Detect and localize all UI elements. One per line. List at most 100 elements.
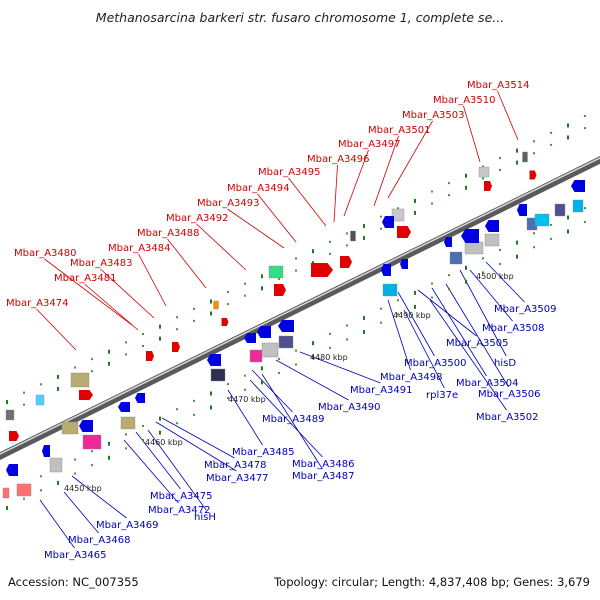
scale-tick: [380, 227, 382, 230]
gene-label-forward[interactable]: Mbar_A3501: [368, 125, 431, 136]
gene-label-forward[interactable]: Mbar_A3497: [338, 139, 401, 150]
gene-label-reverse[interactable]: Mbar_A3487: [292, 471, 355, 482]
scale-tick: [380, 321, 382, 324]
scale-tick: [465, 265, 467, 270]
scale-tick: [346, 324, 348, 327]
scale-tick: [448, 194, 450, 197]
gene-label-reverse[interactable]: Mbar_A3509: [494, 304, 557, 315]
scale-tick: [227, 383, 229, 386]
gene-label-forward[interactable]: Mbar_A3481: [54, 273, 117, 284]
gene-label-reverse[interactable]: Mbar_A3478: [204, 460, 267, 471]
gene-label-reverse[interactable]: Mbar_A3477: [206, 473, 269, 484]
gene-label-forward[interactable]: Mbar_A3514: [467, 80, 530, 91]
scale-tick: [380, 215, 382, 218]
scale-tick: [550, 237, 552, 240]
scale-tick: [176, 422, 178, 425]
gene-label-reverse[interactable]: Mbar_A3468: [68, 535, 131, 546]
scale-tick: [516, 148, 518, 153]
gene-arrow: [207, 354, 221, 366]
gene-label-reverse[interactable]: Mbar_A3508: [482, 323, 545, 334]
scale-tick: [210, 405, 212, 410]
gene-label-reverse[interactable]: Mbar_A3469: [96, 520, 159, 531]
scale-tick: [363, 236, 365, 241]
leader-line: [275, 359, 349, 401]
leader-line: [403, 309, 445, 389]
gene-arrow: [172, 342, 180, 352]
gene-box: [534, 213, 550, 227]
gene-label-forward[interactable]: Mbar_A3493: [197, 198, 260, 209]
gene-box: [16, 483, 32, 497]
scale-tick: [74, 458, 76, 461]
gene-label-forward[interactable]: Mbar_A3494: [227, 183, 290, 194]
scale-tick: [397, 207, 399, 210]
gene-box: [268, 265, 284, 279]
gene-label-forward[interactable]: Mbar_A3503: [402, 110, 465, 121]
gene-label-reverse[interactable]: Mbar_A3472: [148, 505, 211, 516]
gene-label-forward[interactable]: Mbar_A3492: [166, 213, 229, 224]
leader-line: [227, 208, 285, 249]
scale-tick: [244, 282, 246, 285]
gene-label-reverse[interactable]: Mbar_A3500: [404, 358, 467, 369]
scale-tick: [125, 447, 127, 450]
gene-label-reverse[interactable]: Mbar_A3490: [318, 402, 381, 413]
gene-label-forward[interactable]: Mbar_A3484: [108, 243, 171, 254]
scale-tick: [516, 160, 518, 165]
gene-arrow: [382, 216, 394, 228]
leader-line: [84, 283, 139, 331]
gene-label-forward[interactable]: Mbar_A3510: [433, 95, 496, 106]
scale-tick: [6, 506, 8, 511]
scale-tick: [363, 316, 365, 321]
scale-tick: [40, 475, 42, 478]
gene-label-forward[interactable]: Mbar_A3496: [307, 154, 370, 165]
gene-label-reverse[interactable]: Mbar_A3506: [478, 389, 541, 400]
gene-label-reverse[interactable]: rpl37e: [426, 390, 458, 401]
gene-label-forward[interactable]: Mbar_A3483: [70, 258, 133, 269]
gene-box: [70, 372, 90, 388]
gene-label-forward[interactable]: Mbar_A3488: [137, 228, 200, 239]
scale-tick: [91, 450, 93, 453]
leader-line: [71, 475, 127, 519]
leader-line: [36, 308, 77, 351]
gene-box: [572, 199, 584, 213]
leader-line: [39, 499, 75, 549]
gene-label-reverse[interactable]: Mbar_A3498: [380, 372, 443, 383]
gene-label-forward[interactable]: Mbar_A3495: [258, 167, 321, 178]
gene-label-forward[interactable]: Mbar_A3480: [14, 248, 77, 259]
scale-tick: [499, 156, 501, 159]
leader-line: [251, 369, 293, 413]
gene-arrow: [9, 431, 19, 441]
gene-box: [391, 208, 405, 222]
gene-label-forward[interactable]: Mbar_A3474: [6, 298, 69, 309]
scale-tick: [431, 296, 433, 299]
gene-arrow: [221, 318, 229, 326]
gene-label-reverse[interactable]: Mbar_A3489: [262, 414, 325, 425]
scale-tick: [278, 277, 280, 280]
leader-line: [445, 283, 509, 388]
scale-tick: [91, 358, 93, 361]
gene-labels: Mbar_A3474 Mbar_A3480 Mbar_A3481 Mbar_A3483…: [6, 80, 557, 561]
gene-label-reverse[interactable]: Mbar_A3465: [44, 550, 107, 561]
scale-tick: [414, 210, 416, 215]
scale-tick: [244, 374, 246, 377]
gene-label-reverse[interactable]: hisH: [194, 512, 216, 523]
gene-label-reverse[interactable]: Mbar_A3491: [350, 385, 413, 396]
gene-label-reverse[interactable]: Mbar_A3485: [232, 447, 295, 458]
gene-label-reverse[interactable]: Mbar_A3502: [476, 412, 539, 423]
gene-arrow: [484, 181, 492, 191]
gene-label-reverse[interactable]: Mbar_A3505: [446, 338, 509, 349]
scale-tick: [329, 332, 331, 335]
scale-tick: [193, 399, 195, 402]
gene-arrow: [244, 333, 256, 343]
leader-line: [196, 223, 247, 271]
scale-tick: [329, 252, 331, 255]
gene-arrow: [79, 420, 93, 432]
gene-label-reverse[interactable]: Mbar_A3504: [456, 378, 519, 389]
gene-label-reverse[interactable]: Mbar_A3475: [150, 491, 213, 502]
scale-tick: [227, 303, 229, 306]
gene-label-reverse[interactable]: hisD: [494, 358, 516, 369]
leader-line: [249, 379, 323, 458]
scale-tick: [210, 391, 212, 396]
gene-label-reverse[interactable]: Mbar_A3486: [292, 459, 355, 470]
scale-tick: [567, 123, 569, 128]
scale-tick: [346, 232, 348, 235]
